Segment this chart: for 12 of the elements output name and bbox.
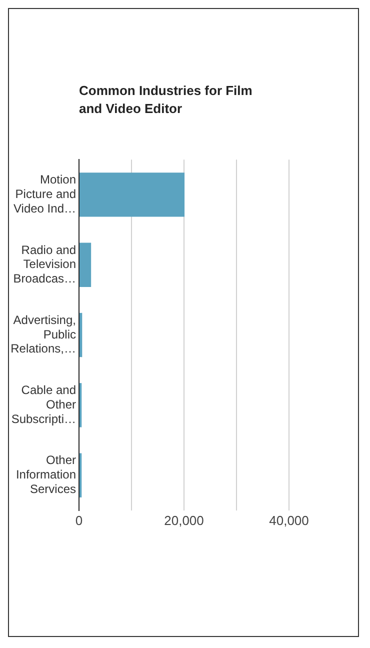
x-tick-label: 20,000 — [164, 512, 204, 528]
chart-title: Common Industries for Film and Video Editor — [79, 82, 254, 118]
bar — [80, 172, 185, 217]
y-tick-label: Radio and Television Broadcas… — [13, 242, 76, 286]
bar — [80, 242, 92, 287]
y-tick-label: Other Information Services — [16, 453, 76, 496]
x-tick-label: 0 — [75, 512, 83, 528]
y-tick-label: Cable and Other Subscripti… — [11, 383, 76, 426]
y-tick-label: Motion Picture and Video Ind… — [14, 172, 76, 216]
y-tick-label: Advertising, Public Relations,… — [10, 312, 76, 356]
bar — [80, 312, 82, 358]
x-tick-label: 40,000 — [269, 512, 309, 528]
